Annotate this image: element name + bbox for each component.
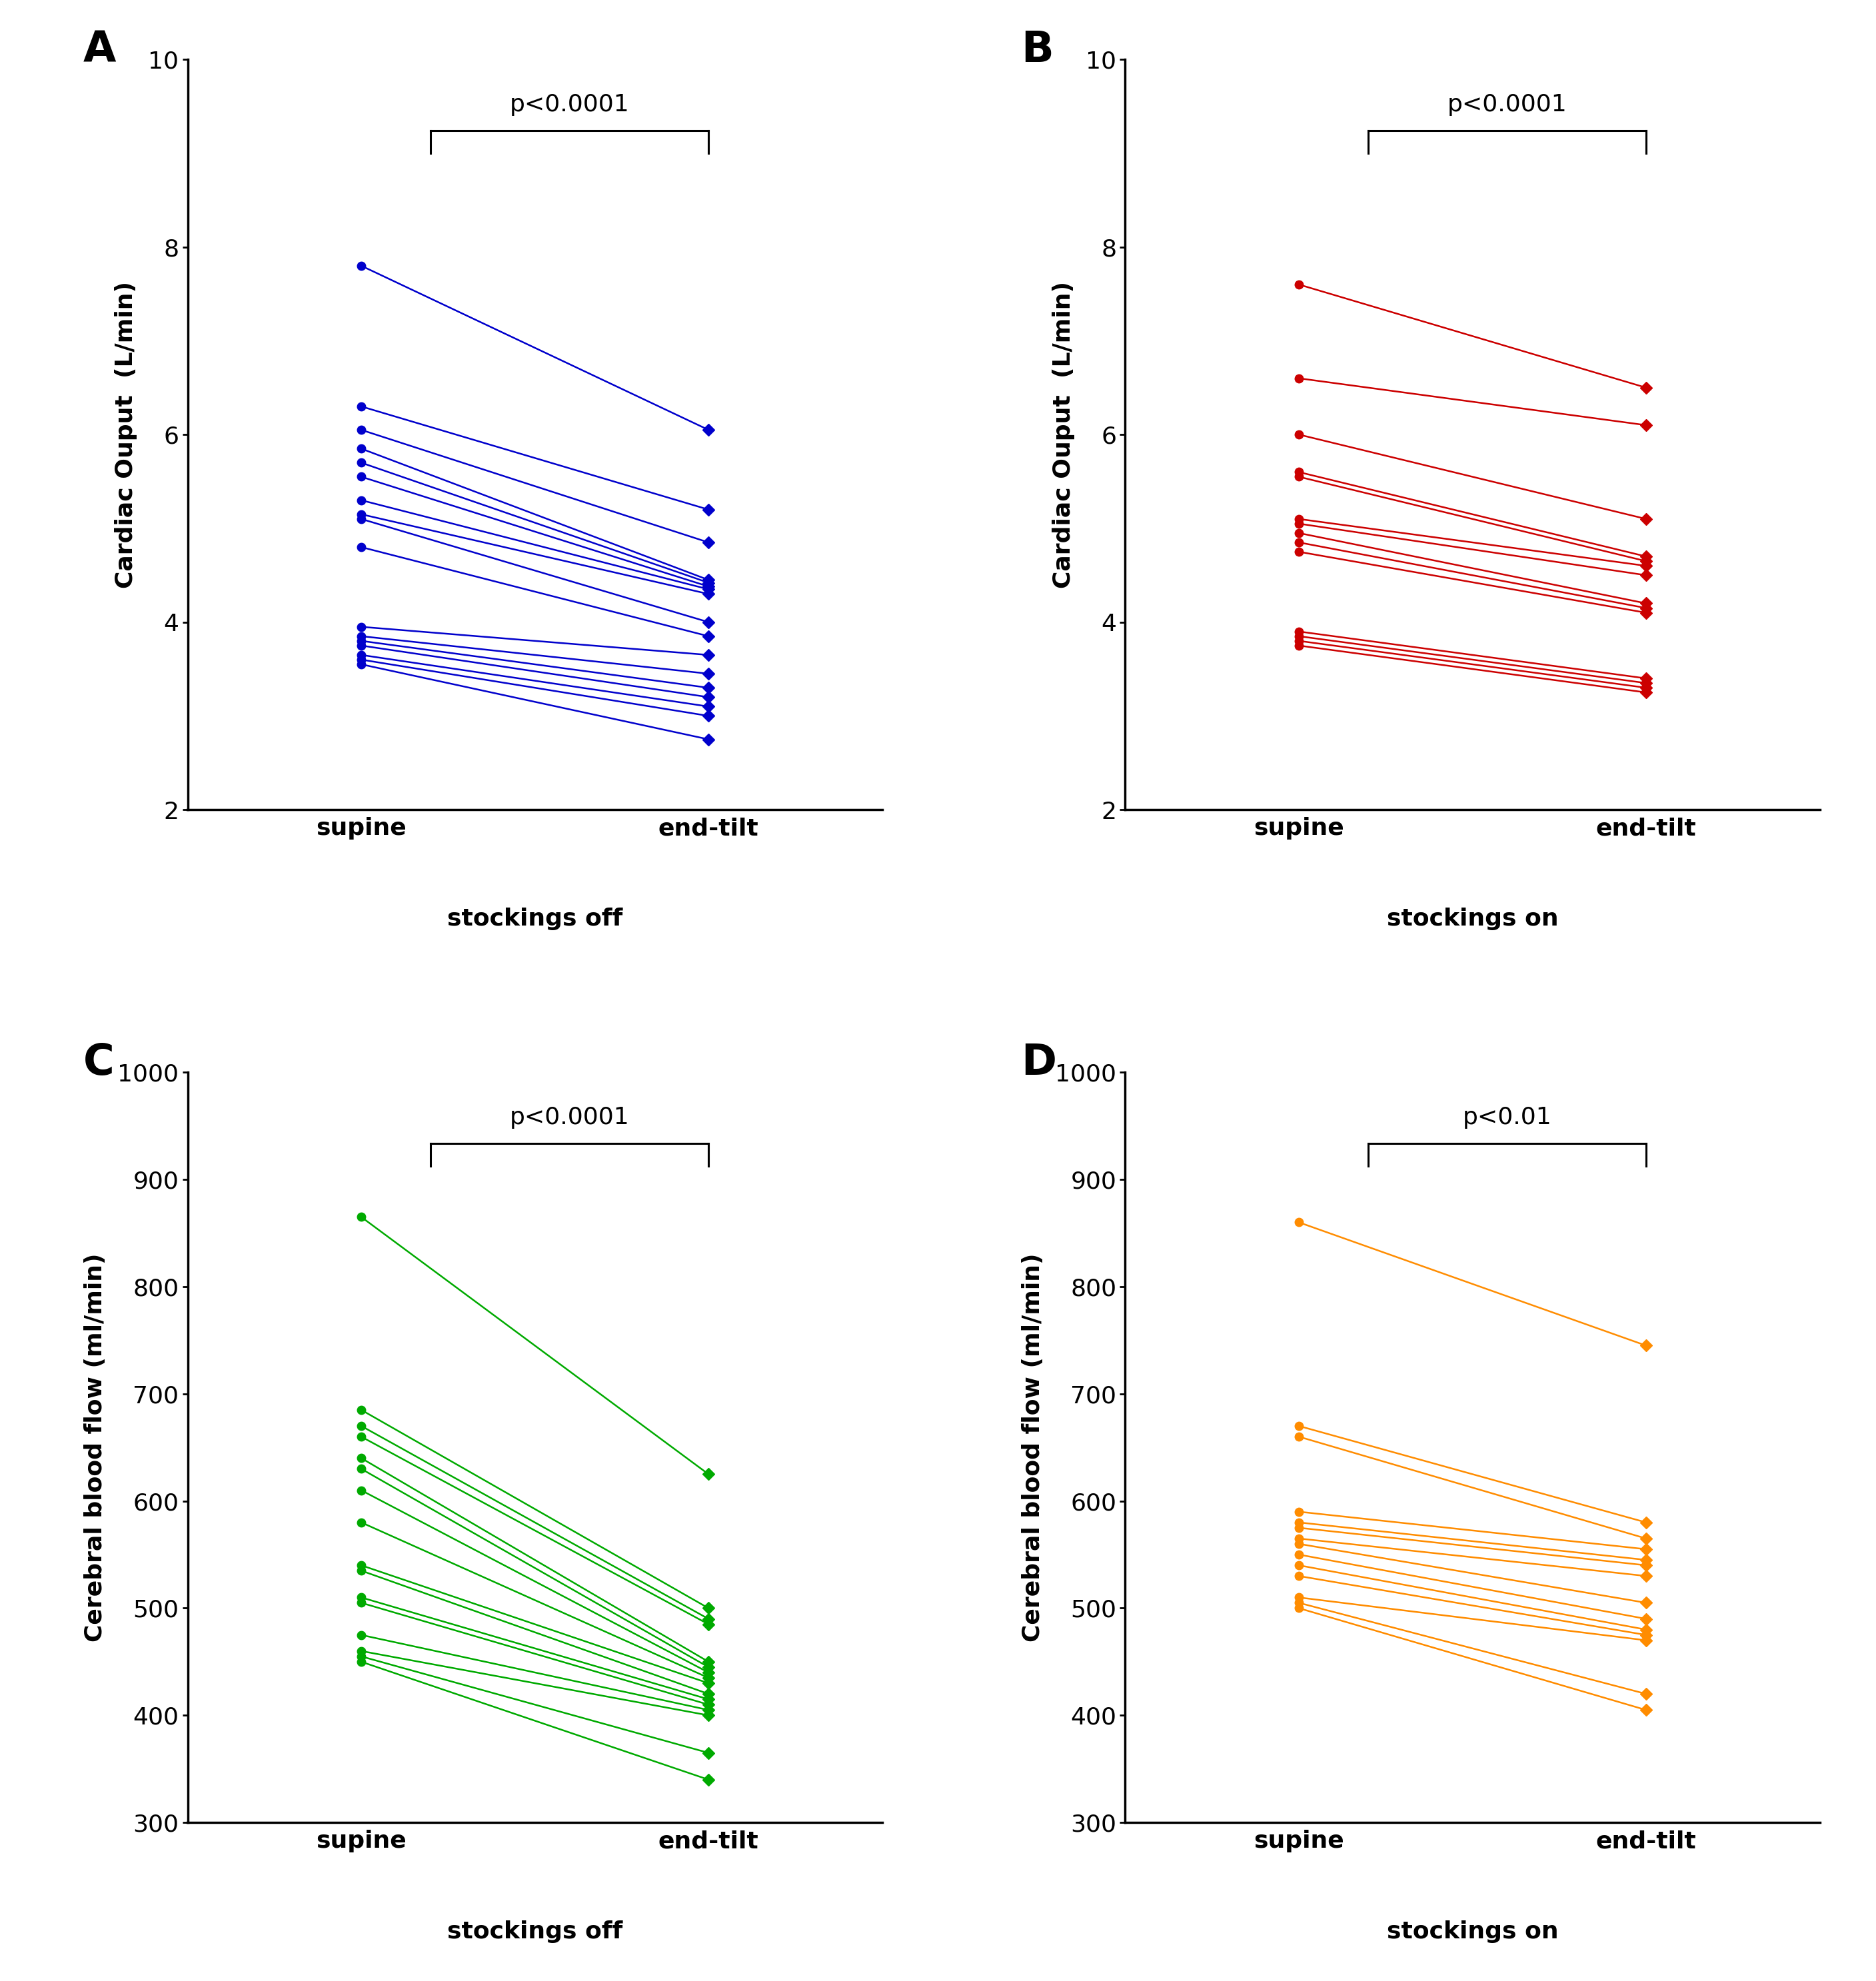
Text: stockings on: stockings on	[1386, 907, 1559, 929]
Text: p<0.0001: p<0.0001	[510, 93, 630, 115]
Text: p<0.0001: p<0.0001	[510, 1105, 630, 1129]
Text: D: D	[1021, 1042, 1056, 1084]
Y-axis label: Cerebral blood flow (ml/min): Cerebral blood flow (ml/min)	[1021, 1254, 1043, 1642]
Text: C: C	[83, 1042, 114, 1084]
Text: p<0.01: p<0.01	[1463, 1105, 1551, 1129]
Text: stockings off: stockings off	[446, 907, 623, 929]
Y-axis label: Cardiac Ouput  (L/min): Cardiac Ouput (L/min)	[1052, 281, 1075, 588]
Y-axis label: Cerebral blood flow (ml/min): Cerebral blood flow (ml/min)	[84, 1254, 107, 1642]
Text: stockings on: stockings on	[1386, 1920, 1559, 1943]
Text: B: B	[1021, 30, 1054, 71]
Text: A: A	[83, 30, 116, 71]
Text: stockings off: stockings off	[446, 1920, 623, 1943]
Text: p<0.0001: p<0.0001	[1446, 93, 1566, 115]
Y-axis label: Cardiac Ouput  (L/min): Cardiac Ouput (L/min)	[114, 281, 137, 588]
